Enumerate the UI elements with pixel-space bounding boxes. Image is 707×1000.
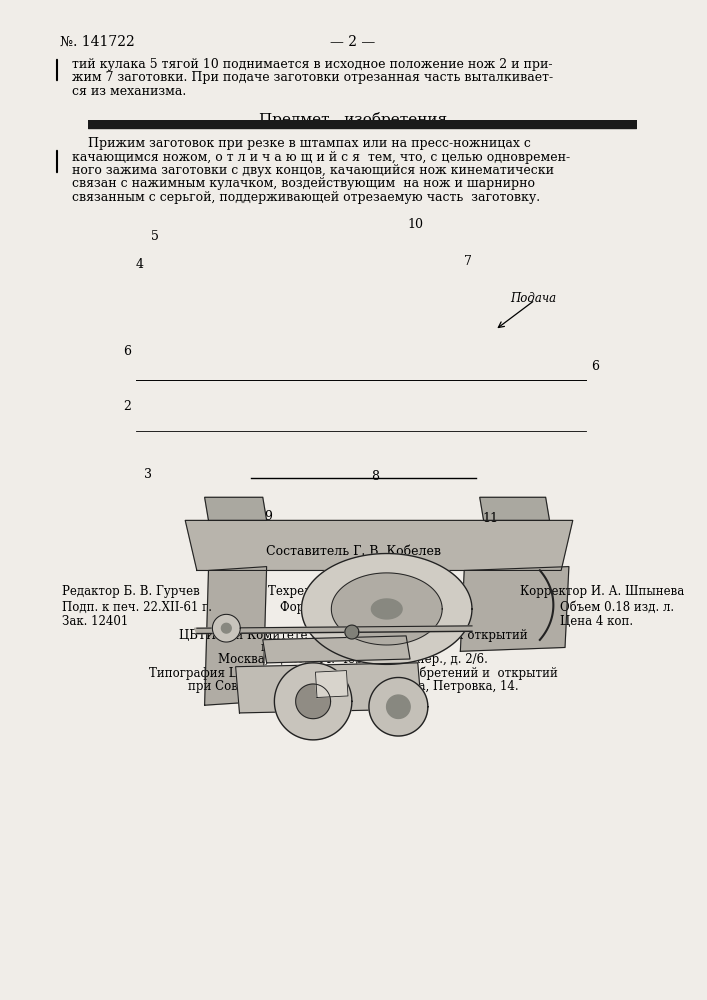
Polygon shape (263, 636, 410, 663)
Text: 10: 10 (407, 218, 423, 231)
Polygon shape (235, 663, 421, 713)
Text: связанным с серьгой, поддерживающей отрезаемую часть  заготовку.: связанным с серьгой, поддерживающей отре… (72, 191, 540, 204)
Polygon shape (221, 623, 231, 633)
Text: качающимся ножом, о т л и ч а ю щ и й с я  тем, что, с целью одновремен-: качающимся ножом, о т л и ч а ю щ и й с … (72, 150, 570, 163)
Polygon shape (345, 625, 359, 639)
Text: Зак. 12401: Зак. 12401 (62, 615, 128, 628)
Text: Москва, Центр. М. Черкасский пер., д. 2/6.: Москва, Центр. М. Черкасский пер., д. 2/… (218, 653, 488, 666)
Text: 2: 2 (123, 400, 131, 413)
Text: 9: 9 (264, 510, 272, 523)
Text: ся из механизма.: ся из механизма. (72, 85, 186, 98)
Text: №. 141722: №. 141722 (60, 35, 135, 49)
Text: 6: 6 (123, 345, 131, 358)
Text: 11: 11 (482, 512, 498, 525)
Text: при Совете Министров СССР: при Совете Министров СССР (262, 641, 445, 654)
Text: 3: 3 (144, 468, 152, 481)
Text: жим 7 заготовки. При подаче заготовки отрезанная часть выталкивает-: жим 7 заготовки. При подаче заготовки от… (72, 72, 553, 85)
Text: Прижим заготовок при резке в штампах или на пресс-ножницах с: Прижим заготовок при резке в штампах или… (72, 137, 531, 150)
Polygon shape (369, 677, 428, 736)
Polygon shape (204, 567, 267, 705)
Text: Корректор И. А. Шпынева: Корректор И. А. Шпынева (520, 585, 684, 598)
Text: при Совете Министров СССР, Москва, Петровка, 14.: при Совете Министров СССР, Москва, Петро… (187, 680, 518, 693)
Text: Редактор Б. В. Гурчев: Редактор Б. В. Гурчев (62, 585, 200, 598)
Polygon shape (194, 626, 472, 634)
Polygon shape (301, 554, 472, 664)
Text: Составитель Г. В. Кобелев: Составитель Г. В. Кобелев (266, 545, 440, 558)
Text: 8: 8 (371, 470, 379, 483)
Polygon shape (460, 567, 569, 651)
Polygon shape (212, 614, 240, 642)
Text: 4: 4 (136, 258, 144, 271)
Polygon shape (274, 663, 352, 740)
Polygon shape (387, 695, 410, 718)
Text: Подп. к печ. 22.XII-61 г.: Подп. к печ. 22.XII-61 г. (62, 601, 212, 614)
Text: 7: 7 (464, 255, 472, 268)
Polygon shape (332, 573, 442, 645)
Text: связан с нажимным кулачком, воздействующим  на нож и шарнирно: связан с нажимным кулачком, воздействующ… (72, 178, 535, 190)
Text: Типография ЦБТИ  Комитета по делам изобретений и  открытий: Типография ЦБТИ Комитета по делам изобре… (148, 667, 557, 681)
Text: Предмет   изобретения: Предмет изобретения (259, 112, 447, 127)
Polygon shape (371, 599, 402, 619)
Polygon shape (480, 497, 549, 520)
Polygon shape (296, 684, 331, 719)
Text: Подача: Подача (510, 292, 556, 305)
Text: 5: 5 (151, 230, 159, 243)
Text: Формат бум. 70×108¹/₁₆: Формат бум. 70×108¹/₁₆ (279, 601, 426, 614)
Text: 6: 6 (591, 360, 599, 373)
Text: тий кулака 5 тягой 10 поднимается в исходное положение нож 2 и при-: тий кулака 5 тягой 10 поднимается в исхо… (72, 58, 552, 71)
Polygon shape (204, 497, 267, 520)
Text: Цена 4 коп.: Цена 4 коп. (560, 615, 633, 628)
Text: Объем 0.18 изд. л.: Объем 0.18 изд. л. (560, 601, 674, 614)
Text: ЦБТИ при Комитете по делам изобретений и открытий: ЦБТИ при Комитете по делам изобретений и… (179, 629, 527, 643)
Polygon shape (315, 671, 348, 698)
Text: Тираж 1350: Тираж 1350 (315, 615, 390, 628)
Text: Техред А. А. Камышникова: Техред А. А. Камышникова (269, 585, 438, 598)
Text: ного зажима заготовки с двух концов, качающийся нож кинематически: ного зажима заготовки с двух концов, кач… (72, 164, 554, 177)
Text: — 2 —: — 2 — (330, 35, 375, 49)
Polygon shape (185, 520, 573, 570)
